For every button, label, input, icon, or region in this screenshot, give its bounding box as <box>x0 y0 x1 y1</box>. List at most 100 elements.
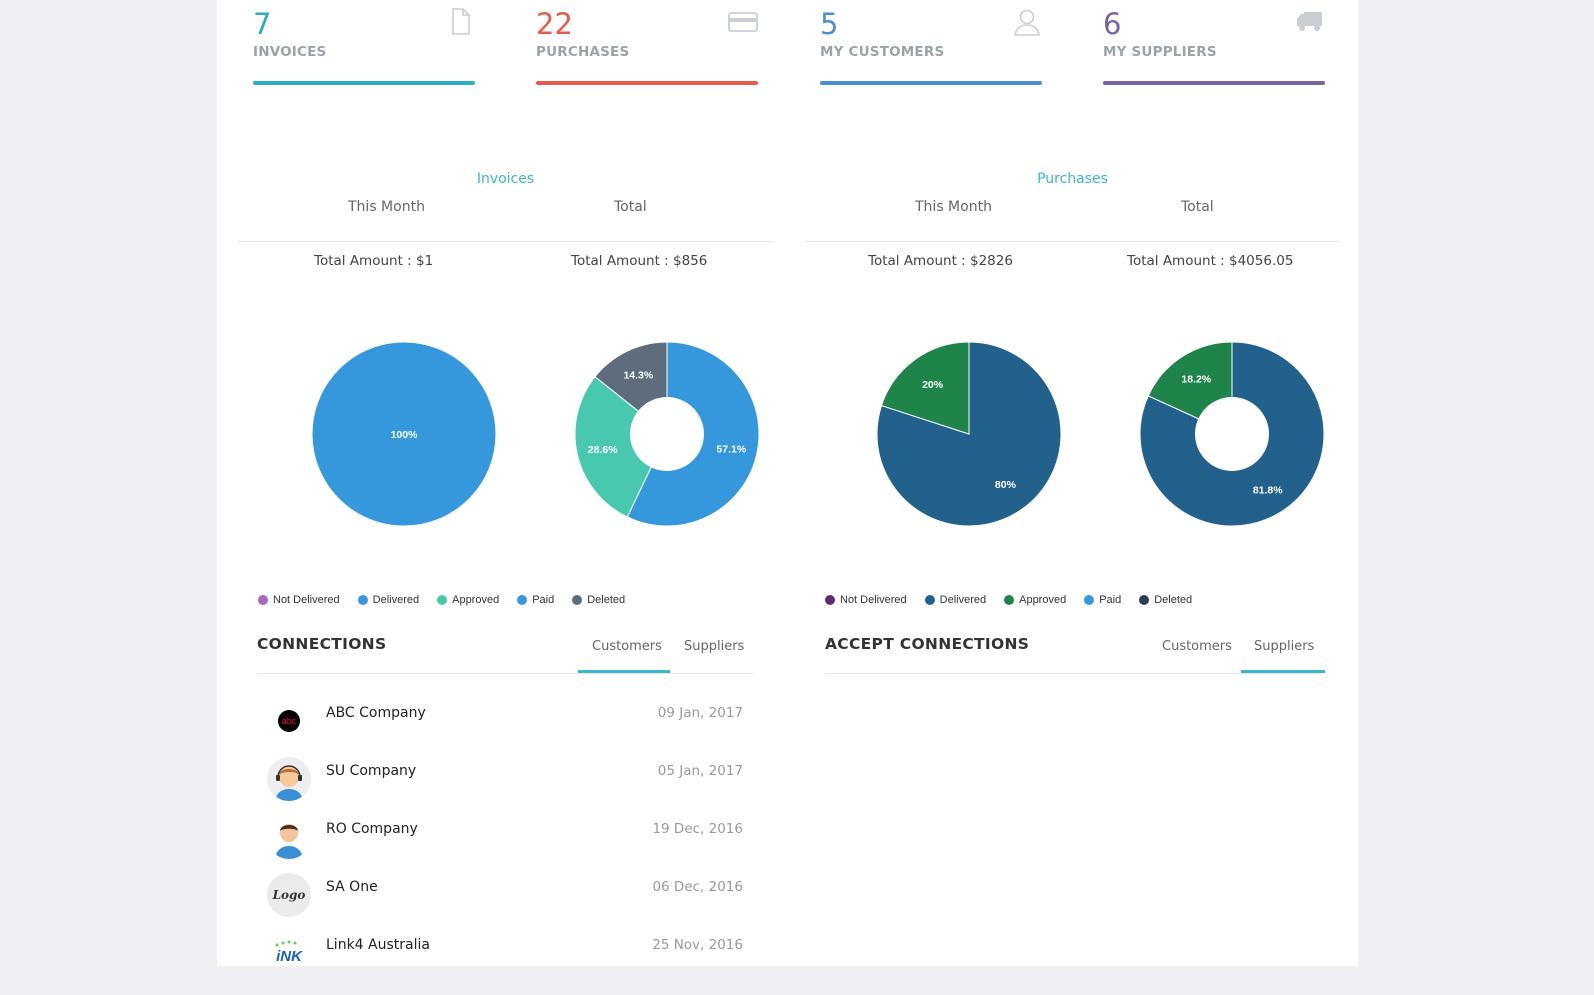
purchases-chart-block: Purchases This Month Total Total Amount … <box>805 160 1340 610</box>
legend-dot <box>357 595 368 605</box>
legend-dot <box>1139 595 1150 605</box>
pie-data-label: 14.3% <box>623 370 653 382</box>
divider <box>257 673 753 674</box>
tab-total[interactable]: Total <box>1181 199 1214 215</box>
legend-item[interactable]: Deleted <box>1139 594 1192 606</box>
company-name: SA One <box>326 879 378 895</box>
pie-slice-delivered[interactable] <box>1139 341 1325 527</box>
chart-title: Purchases <box>1037 171 1108 187</box>
amount-total: Total Amount : $856 <box>571 253 708 269</box>
tab-this-month[interactable]: This Month <box>348 199 425 215</box>
tab-this-month[interactable]: This Month <box>915 199 992 215</box>
avatar <box>267 815 311 859</box>
legend-label: Deleted <box>587 594 626 606</box>
pie-data-label: 100% <box>391 429 419 441</box>
legend-item[interactable]: Delivered <box>924 594 987 606</box>
active-tab-indicator <box>578 670 670 673</box>
donut-hole <box>630 397 704 471</box>
pie-purchases-month: 80% 20% <box>876 341 1062 527</box>
credit-card-icon <box>728 12 758 32</box>
legend-item[interactable]: Not Delivered <box>258 594 340 606</box>
avatar-text: iNK <box>276 948 303 965</box>
pie-data-label: 20% <box>922 379 944 391</box>
donut-hole <box>1195 397 1269 471</box>
pie-data-label: 18.2% <box>1181 373 1211 385</box>
person-icon <box>275 824 303 859</box>
pie-data-label: 80% <box>995 479 1017 491</box>
legend-item[interactable]: Paid <box>517 594 554 606</box>
pie-data-label: 81.8% <box>1253 485 1283 497</box>
headset-person-icon <box>275 765 303 801</box>
section-title: ACCEPT CONNECTIONS <box>825 635 1030 653</box>
company-name: ABC Company <box>326 705 426 721</box>
stat-bar <box>1103 81 1325 85</box>
stat-bar <box>820 81 1042 85</box>
tab-suppliers[interactable]: Suppliers <box>1254 639 1315 654</box>
legend-dot <box>258 595 268 605</box>
stat-label: INVOICES <box>253 44 327 60</box>
list-item[interactable]: iNK Link4 Australia 25 Nov, 2016 <box>267 937 753 995</box>
pie-invoices-total: 57.1% 28.6% 14.3% <box>574 341 760 527</box>
legend-label: Paid <box>532 594 555 606</box>
invoices-chart-block: Invoices This Month Total Total Amount :… <box>238 160 773 610</box>
stat-value: 22 <box>536 7 573 41</box>
pie-purchases-total: 81.8% 18.2% <box>1139 341 1325 527</box>
logo-placeholder-icon: Logo <box>272 888 306 902</box>
connection-date: 09 Jan, 2017 <box>657 705 743 721</box>
purchases-pies: 80% 20% 81.8% 18.2% <box>876 341 1325 527</box>
active-tab-indicator <box>1241 670 1325 673</box>
amount-this-month: Total Amount : $1 <box>314 253 434 269</box>
legend-label: Delivered <box>372 594 420 606</box>
stat-value: 5 <box>820 7 839 41</box>
company-name: RO Company <box>326 821 418 837</box>
legend-item[interactable]: Paid <box>1084 594 1121 606</box>
stat-value: 6 <box>1103 7 1122 41</box>
legend-label: Approved <box>1019 594 1067 606</box>
stat-label: MY SUPPLIERS <box>1103 44 1217 60</box>
tab-suppliers[interactable]: Suppliers <box>684 639 745 654</box>
legend-label: Not Delivered <box>840 594 907 606</box>
legend-item[interactable]: Approved <box>437 594 499 606</box>
avatar: iNK <box>267 931 311 975</box>
list-item[interactable]: RO Company 19 Dec, 2016 <box>267 821 753 879</box>
tab-total[interactable]: Total <box>614 199 647 215</box>
company-name: Link4 Australia <box>326 937 430 953</box>
pie-slice-paid[interactable] <box>311 341 497 527</box>
avatar <box>267 757 311 801</box>
legend-label: Paid <box>1099 594 1122 606</box>
pie-slice-approved[interactable] <box>574 376 668 518</box>
stat-invoices[interactable]: 7 INVOICES <box>253 0 475 88</box>
list-item[interactable]: abc ABC Company 09 Jan, 2017 <box>267 705 753 763</box>
connection-date: 25 Nov, 2016 <box>652 937 743 953</box>
user-icon <box>1014 9 1040 36</box>
invoices-legend: Not Delivered Delivered Approved Paid Delete… <box>258 594 625 606</box>
stat-customers[interactable]: 5 MY CUSTOMERS <box>820 0 1042 88</box>
tab-customers[interactable]: Customers <box>1162 639 1232 654</box>
legend-item[interactable]: Approved <box>1004 594 1066 606</box>
chart-title: Invoices <box>476 171 535 187</box>
legend-dot <box>825 595 835 605</box>
company-name: SU Company <box>326 763 417 779</box>
pie-invoices-month: 100% <box>311 341 497 527</box>
stat-bar <box>536 81 758 85</box>
connection-date: 06 Dec, 2016 <box>652 879 743 895</box>
stat-purchases[interactable]: 22 PURCHASES <box>536 0 758 88</box>
legend-item[interactable]: Not Delivered <box>825 594 907 606</box>
stat-suppliers[interactable]: 6 MY SUPPLIERS <box>1103 0 1325 88</box>
legend-label: Not Delivered <box>273 594 340 606</box>
abc-logo-icon: abc <box>278 710 300 732</box>
legend-item[interactable]: Deleted <box>572 594 625 606</box>
list-item[interactable]: Logo SA One 06 Dec, 2016 <box>267 873 753 937</box>
avatar: Logo <box>267 873 311 917</box>
tab-customers[interactable]: Customers <box>592 639 662 654</box>
list-item[interactable]: SU Company 05 Jan, 2017 <box>267 757 753 821</box>
pie-slice-approved[interactable] <box>880 341 970 435</box>
legend-dot <box>1084 595 1095 605</box>
divider <box>238 241 773 242</box>
legend-label: Delivered <box>939 594 987 606</box>
pie-data-label: 57.1% <box>716 444 746 456</box>
legend-item[interactable]: Delivered <box>357 594 420 606</box>
invoices-pies: 100% 57.1% 28.6% 14.3% <box>311 341 760 527</box>
stat-value: 7 <box>253 7 272 41</box>
dashboard-panel: 7 INVOICES 22 PURCHASES 5 MY CUSTOMERS 6… <box>217 0 1358 966</box>
